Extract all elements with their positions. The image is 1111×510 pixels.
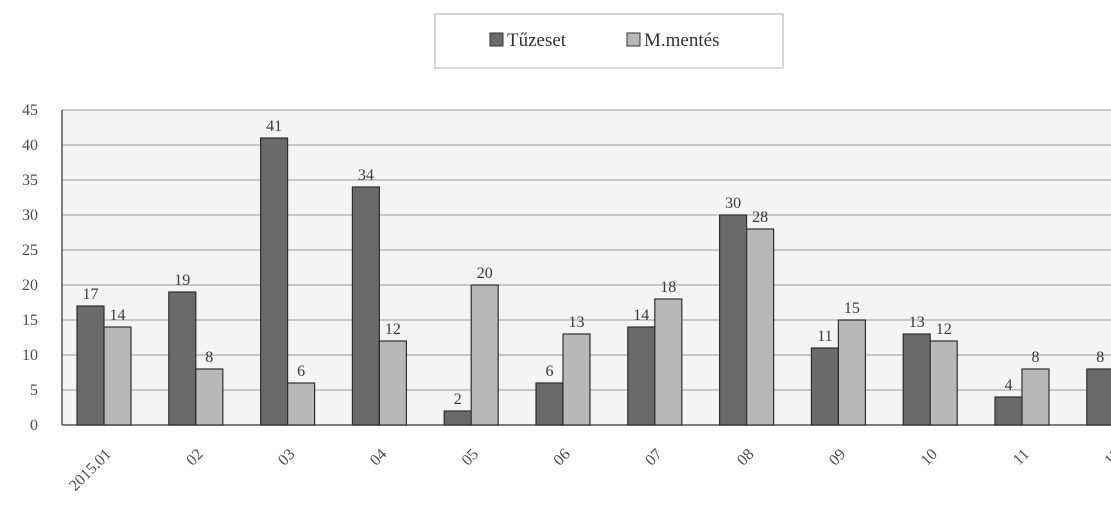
bar-mmentes [378, 340, 407, 426]
data-label-mmentes: 20 [477, 265, 493, 282]
y-tick-label: 10 [22, 347, 38, 364]
data-label-tuzeset: 30 [725, 195, 741, 212]
data-label-tuzeset: 41 [266, 118, 282, 135]
x-tick-label: 12 [1101, 446, 1111, 469]
bar-tuzeset [718, 214, 748, 426]
data-label-mmentes: 18 [660, 279, 676, 296]
data-label-tuzeset: 34 [358, 167, 374, 184]
x-tick-label: 02 [183, 446, 206, 469]
bar-mmentes [654, 298, 683, 426]
bar-mmentes [470, 284, 499, 426]
data-label-tuzeset: 13 [909, 314, 925, 331]
data-label-tuzeset: 19 [174, 272, 190, 289]
x-tick-label: 06 [550, 446, 573, 469]
data-label-mmentes: 12 [385, 321, 401, 338]
bar-mmentes [562, 333, 591, 426]
x-tick-label: 2015.01 [66, 446, 115, 495]
legend-swatch-mmentes [626, 32, 641, 47]
data-label-mmentes: 8 [1032, 349, 1040, 366]
bar-tuzeset [76, 305, 105, 426]
data-label-mmentes: 15 [844, 300, 860, 317]
data-label-tuzeset: 14 [633, 307, 649, 324]
x-tick-label: 08 [734, 446, 757, 469]
data-label-mmentes: 28 [752, 209, 768, 226]
data-label-tuzeset: 17 [83, 286, 99, 303]
bar-tuzeset [902, 333, 931, 426]
data-labels: 1714198416341222061314183028111513124881… [83, 118, 1105, 408]
bar-tuzeset [994, 396, 1023, 426]
legend-label-tuzeset: Tűzeset [507, 30, 567, 51]
bar-mmentes [1021, 368, 1050, 426]
bar-mmentes [929, 340, 958, 426]
bar-tuzeset [260, 137, 289, 426]
y-tick-label: 5 [30, 382, 38, 399]
y-tick-label: 30 [22, 207, 38, 224]
bar-tuzeset [810, 347, 840, 426]
bar-tuzeset [351, 186, 380, 426]
x-tick-label: 04 [367, 446, 390, 469]
data-label-tuzeset: 8 [1096, 349, 1104, 366]
data-label-tuzeset: 4 [1005, 377, 1013, 394]
x-tick-label: 10 [918, 446, 941, 469]
bar-mmentes [103, 326, 132, 426]
data-label-mmentes: 12 [936, 321, 952, 338]
data-label-mmentes: 8 [205, 349, 213, 366]
x-tick-label: 03 [275, 446, 298, 469]
data-label-mmentes: 14 [110, 307, 126, 324]
data-label-mmentes: 13 [569, 314, 585, 331]
data-label-tuzeset: 2 [454, 391, 462, 408]
y-tick-label: 15 [22, 312, 38, 329]
bar-tuzeset [1086, 368, 1111, 426]
y-tick-label: 40 [22, 137, 38, 154]
x-axis: 2015.01 02 03 04 05 06 07 08 09 10 11 12 [66, 446, 1111, 495]
x-tick-label: 09 [826, 446, 849, 469]
bar-mmentes [745, 228, 775, 426]
x-tick-label: 07 [642, 446, 665, 469]
x-tick-label: 05 [459, 446, 482, 469]
legend-swatch-tuzeset [489, 32, 504, 47]
legend-label-mmentes: M.mentés [644, 30, 719, 51]
y-tick-label: 0 [30, 417, 38, 434]
bar-tuzeset [443, 410, 472, 426]
y-tick-label: 45 [22, 102, 38, 119]
legend-box [434, 13, 784, 69]
bars [76, 137, 1111, 426]
y-tick-label: 20 [22, 277, 38, 294]
bar-mmentes [195, 368, 224, 426]
bar-mmentes [837, 319, 867, 426]
y-tick-label: 25 [22, 242, 38, 259]
legend: Tűzeset M.mentés [434, 13, 784, 69]
bar-tuzeset [535, 382, 564, 426]
bar-tuzeset [627, 326, 656, 426]
data-label-tuzeset: 6 [546, 363, 554, 380]
data-label-tuzeset: 11 [817, 328, 832, 345]
y-tick-label: 35 [22, 172, 38, 189]
bar-tuzeset [168, 291, 197, 426]
x-tick-label: 11 [1010, 446, 1033, 469]
bar-mmentes [287, 382, 316, 426]
data-label-mmentes: 6 [297, 363, 305, 380]
